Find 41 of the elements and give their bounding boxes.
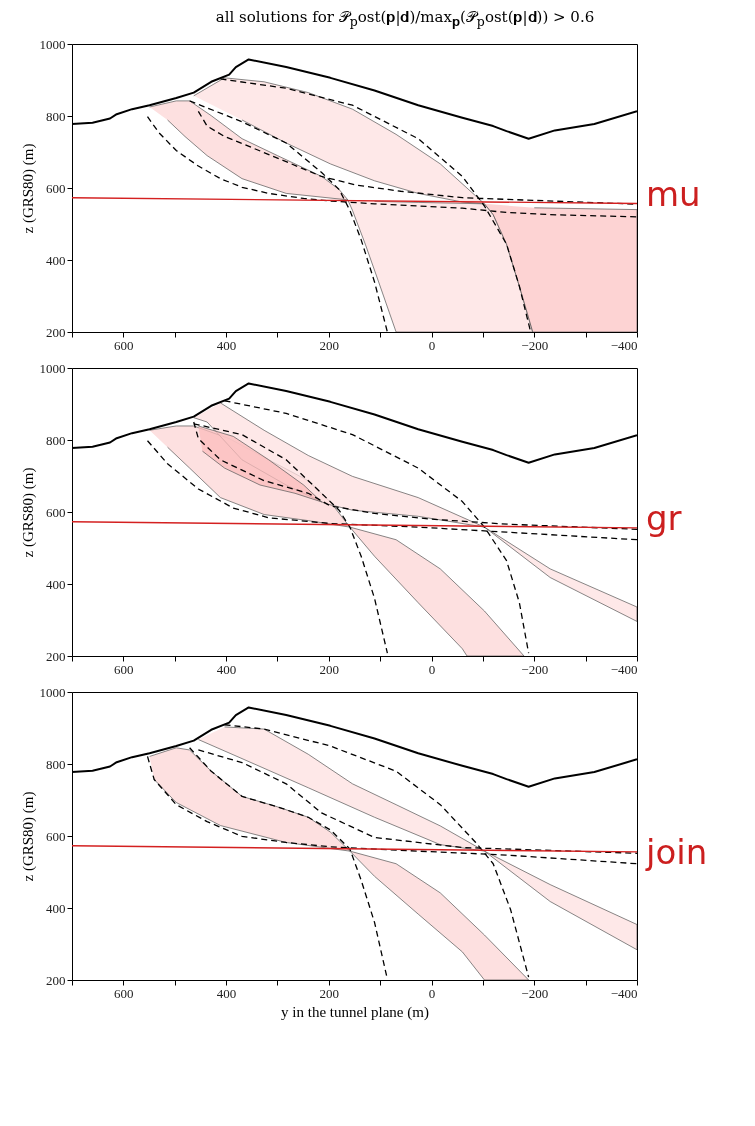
y-tick-label: 1000: [39, 684, 66, 700]
y-tick-label: 1000: [39, 360, 66, 376]
chart-title: all solutions for 𝒫$_{p}$ost(𝐩|𝐝)/max$_{𝐩}$(𝒫$_{p}$ost(𝐩|𝐝)) > 0.6: [214, 7, 596, 31]
text: gr: [646, 498, 682, 538]
y-tick-label: 200: [46, 648, 66, 664]
x-tick-label: −400: [610, 661, 638, 677]
y-tick-label: 800: [46, 756, 66, 772]
y-axis-title: z (GRS80) (m): [19, 143, 37, 234]
y-tick-label: 600: [46, 504, 66, 520]
y-tick-label: 800: [46, 432, 66, 448]
x-tick-label: 600: [114, 337, 134, 353]
x-tick-label: 200: [319, 337, 340, 353]
x-tick-label: 0: [428, 337, 436, 353]
y-tick-label: 800: [46, 108, 66, 124]
y-axis-title: z (GRS80) (m): [19, 791, 37, 882]
x-tick-label: 0: [428, 661, 436, 677]
y-tick-label: 200: [46, 324, 66, 340]
x-tick-label: 600: [114, 661, 134, 677]
y-axis-title: z (GRS80) (m): [19, 467, 37, 558]
y-tick-label: 600: [46, 180, 66, 196]
x-tick-label: 200: [319, 985, 340, 1001]
x-tick-label: 600: [114, 985, 134, 1001]
y-tick-label: 400: [46, 576, 66, 592]
y-tick-label: 600: [46, 828, 66, 844]
x-tick-label: −200: [521, 661, 549, 677]
y-tick-label: 400: [46, 900, 66, 916]
y-tick-label: 400: [46, 252, 66, 268]
x-tick-label: 200: [319, 661, 340, 677]
x-tick-label: 400: [216, 661, 237, 677]
x-tick-label: 400: [216, 337, 237, 353]
x-tick-label: 0: [428, 985, 436, 1001]
text: mu: [646, 174, 701, 214]
y-tick-label: 1000: [39, 36, 66, 52]
x-tick-label: 400: [216, 985, 237, 1001]
x-tick-label: −200: [521, 337, 549, 353]
x-tick-label: −400: [610, 985, 638, 1001]
x-tick-label: −200: [521, 985, 549, 1001]
y-tick-label: 200: [46, 972, 66, 988]
x-tick-label: −400: [610, 337, 638, 353]
text: join: [646, 831, 708, 872]
x-axis-title: y in the tunnel plane (m): [281, 1003, 429, 1021]
